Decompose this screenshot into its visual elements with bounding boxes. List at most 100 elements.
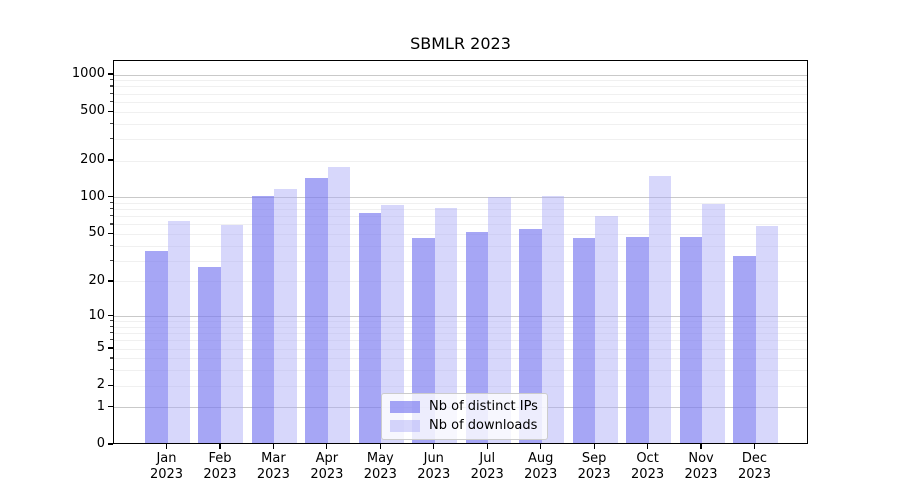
x-tick-year: 2023 — [577, 467, 611, 482]
gridline-minor — [114, 216, 807, 218]
x-tick-mark — [165, 444, 168, 449]
x-tick-year: 2023 — [524, 467, 558, 482]
bar-distinct-ips-jun — [412, 237, 435, 443]
gridline-minor — [114, 86, 807, 88]
gridline-minor — [114, 93, 807, 95]
bar-distinct-ips-nov — [679, 236, 703, 443]
y-tick-mark — [108, 443, 113, 445]
x-tick-month: Feb — [208, 451, 232, 466]
x-tick-label: Oct 2023 — [608, 451, 688, 483]
gridline-minor — [114, 101, 807, 103]
bar-distinct-ips-mar — [251, 195, 275, 443]
bar-distinct-ips-oct — [626, 236, 649, 443]
y-tick-mark-minor — [110, 201, 113, 204]
legend-label: Nb of distinct IPs — [429, 399, 538, 414]
x-tick-label: Nov 2023 — [661, 451, 741, 483]
x-tick-label: Sep 2023 — [554, 451, 634, 483]
y-tick-mark-minor — [110, 85, 113, 87]
y-tick-mark — [108, 196, 113, 198]
x-tick-label: Apr 2023 — [287, 451, 367, 483]
gridline-minor — [114, 138, 807, 140]
x-tick-month: May — [366, 451, 394, 466]
x-tick-mark — [379, 444, 381, 449]
x-tick-month: Jun — [423, 451, 444, 466]
gridline-minor — [114, 340, 807, 342]
y-tick-mark-minor — [110, 92, 113, 94]
y-tick-mark-minor — [110, 100, 113, 103]
legend-label: Nb of downloads — [429, 418, 538, 433]
chart-title: SBMLR 2023 — [410, 34, 511, 53]
y-tick-mark — [108, 232, 113, 235]
y-tick-mark-minor — [110, 79, 113, 81]
y-tick-label: 5 — [96, 340, 105, 356]
gridline-minor — [114, 260, 807, 262]
x-tick-label: Aug 2023 — [501, 451, 581, 483]
x-tick-label: May 2023 — [340, 451, 420, 483]
bar-downloads-apr — [327, 167, 351, 443]
y-tick-mark — [108, 384, 113, 386]
y-tick-mark-minor — [110, 208, 113, 210]
y-tick-label: 1000 — [71, 66, 105, 82]
gridline-minor — [114, 224, 807, 226]
x-tick-mark — [540, 444, 542, 449]
bar-distinct-ips-may — [358, 212, 382, 443]
x-tick-year: 2023 — [310, 467, 344, 482]
x-tick-year: 2023 — [737, 467, 772, 482]
legend-entry-distinct-ips: Nb of distinct IPs — [390, 399, 538, 415]
bar-layer — [114, 61, 807, 443]
x-tick-mark — [593, 444, 595, 449]
y-tick-label: 20 — [88, 272, 105, 288]
y-tick-mark — [108, 159, 113, 161]
gridline-major — [114, 197, 807, 199]
legend-swatch-downloads — [390, 420, 420, 432]
x-tick-month: Sep — [581, 451, 607, 466]
y-tick-mark-minor — [110, 332, 113, 334]
y-tick-mark-minor — [110, 215, 113, 217]
y-tick-mark-minor — [110, 325, 113, 328]
y-tick-mark — [108, 280, 113, 282]
x-tick-mark — [700, 444, 702, 449]
y-tick-label: 500 — [80, 103, 105, 119]
x-tick-mark — [326, 444, 328, 449]
bar-downloads-nov — [702, 204, 725, 443]
x-tick-mark — [753, 444, 756, 449]
y-tick-mark-minor — [110, 122, 113, 124]
y-tick-mark-minor — [110, 339, 113, 341]
gridline-major — [114, 316, 807, 318]
y-tick-mark — [108, 110, 113, 112]
y-tick-mark-minor — [110, 369, 113, 371]
bar-downloads-aug — [541, 195, 565, 443]
gridline-minor — [114, 209, 807, 211]
x-tick-year: 2023 — [631, 467, 665, 482]
x-tick-year: 2023 — [203, 467, 237, 482]
x-tick-month: Mar — [261, 451, 286, 466]
gridline-minor — [114, 202, 807, 204]
x-tick-year: 2023 — [256, 467, 290, 482]
x-tick-month: Jul — [479, 451, 496, 466]
y-tick-mark — [108, 406, 113, 408]
y-tick-mark-minor — [110, 244, 113, 246]
gridline-minor — [114, 348, 807, 350]
y-tick-label: 0 — [96, 436, 105, 451]
bar-downloads-mar — [274, 188, 297, 443]
x-tick-label: Jan 2023 — [127, 451, 207, 483]
legend: Nb of distinct IPs Nb of downloads — [381, 393, 548, 440]
bar-distinct-ips-jul — [465, 232, 489, 443]
x-tick-mark — [646, 444, 649, 449]
x-tick-label: Feb 2023 — [180, 451, 260, 483]
y-tick-mark-minor — [110, 320, 113, 322]
gridline-minor — [114, 358, 807, 360]
gridline-minor — [114, 385, 807, 387]
gridline-minor — [114, 245, 807, 247]
bar-distinct-ips-aug — [519, 229, 542, 443]
x-tick-month: Jan — [156, 451, 177, 466]
y-tick-mark — [108, 347, 113, 349]
y-tick-mark-minor — [110, 259, 113, 261]
grid-layer — [114, 61, 807, 443]
gridline-minor — [114, 370, 807, 372]
gridline-minor — [114, 281, 807, 283]
gridline-minor — [114, 123, 807, 125]
x-tick-mark — [486, 444, 488, 449]
x-tick-month: Apr — [315, 451, 339, 466]
